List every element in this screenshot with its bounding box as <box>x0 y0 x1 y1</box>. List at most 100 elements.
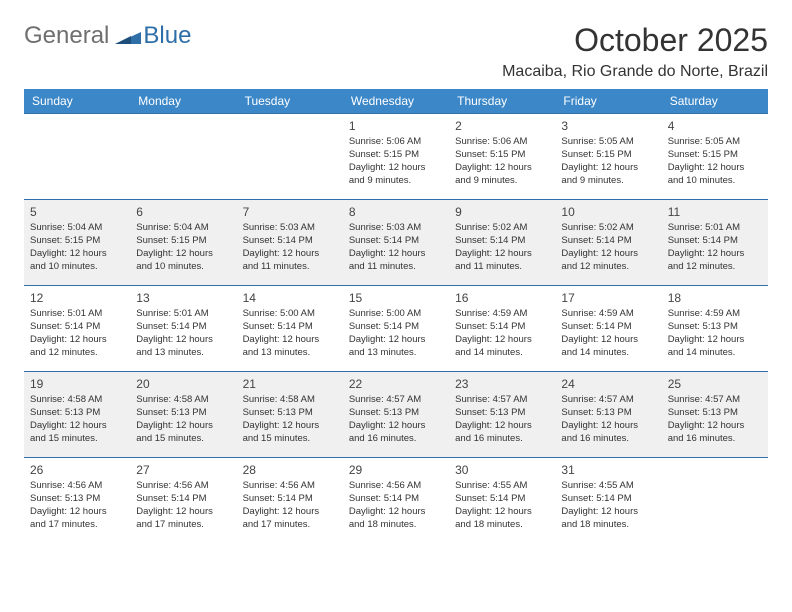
calendar-day-cell: 13Sunrise: 5:01 AMSunset: 5:14 PMDayligh… <box>130 286 236 372</box>
day-day: Daylight: 12 hours and 10 minutes. <box>136 248 230 274</box>
day-sunset: Sunset: 5:14 PM <box>243 235 337 248</box>
title-block: October 2025 Macaiba, Rio Grande do Nort… <box>502 22 768 87</box>
calendar-day-cell: 5Sunrise: 5:04 AMSunset: 5:15 PMDaylight… <box>24 200 130 286</box>
logo-mark-icon <box>115 26 141 46</box>
day-sunset: Sunset: 5:14 PM <box>349 321 443 334</box>
day-number: 25 <box>668 376 762 392</box>
day-number: 1 <box>349 118 443 134</box>
day-number: 12 <box>30 290 124 306</box>
location-subtitle: Macaiba, Rio Grande do Norte, Brazil <box>502 63 768 81</box>
calendar-day-cell: 25 Sunrise: 4:57 AMSunset: 5:13 PMDayligh… <box>662 372 768 458</box>
day-sunrise: Sunrise: 4:59 AM <box>455 308 549 321</box>
weekday-header: Tuesday <box>237 89 343 114</box>
calendar-day-cell: 29Sunrise: 4:56 AMSunset: 5:14 PMDayligh… <box>343 458 449 544</box>
day-sunset: Sunset: 5:15 PM <box>136 235 230 248</box>
day-sunrise: Sunrise: 4:57 AM <box>349 394 443 407</box>
day-sunrise: Sunrise: 4:55 AM <box>561 480 655 493</box>
day-sunset: Sunset: 5:14 PM <box>243 493 337 506</box>
calendar-day-cell: 22Sunrise: 4:57 AMSunset: 5:13 PMDayligh… <box>343 372 449 458</box>
day-number: 30 <box>455 462 549 478</box>
day-number: 16 <box>455 290 549 306</box>
day-day: Daylight: 12 hours and 13 minutes. <box>349 334 443 360</box>
calendar-day-cell: 21Sunrise: 4:58 AMSunset: 5:13 PMDayligh… <box>237 372 343 458</box>
weekday-header: Thursday <box>449 89 555 114</box>
calendar-day-cell: 8Sunrise: 5:03 AMSunset: 5:14 PMDaylight… <box>343 200 449 286</box>
day-sunset: Sunset: 5:13 PM <box>455 407 549 420</box>
day-day: Daylight: 12 hours and 11 minutes. <box>349 248 443 274</box>
day-sunrise: Sunrise: 5:06 AM <box>349 136 443 149</box>
day-sunrise: Sunrise: 5:05 AM <box>561 136 655 149</box>
calendar-day-cell: 12 Sunrise: 5:01 AMSunset: 5:14 PMDayligh… <box>24 286 130 372</box>
calendar-day-cell: 3Sunrise: 5:05 AMSunset: 5:15 PMDaylight… <box>555 114 661 200</box>
day-day: Daylight: 12 hours and 14 minutes. <box>561 334 655 360</box>
day-day: Daylight: 12 hours and 12 minutes. <box>561 248 655 274</box>
day-day: Daylight: 12 hours and 16 minutes. <box>561 420 655 446</box>
day-day: Daylight: 12 hours and 13 minutes. <box>243 334 337 360</box>
calendar-day-cell: 16Sunrise: 4:59 AMSunset: 5:14 PMDayligh… <box>449 286 555 372</box>
calendar-week-row: 26Sunrise: 4:56 AMSunset: 5:13 PMDayligh… <box>24 458 768 544</box>
day-sunrise: Sunrise: 4:56 AM <box>136 480 230 493</box>
day-day: Daylight: 12 hours and 11 minutes. <box>243 248 337 274</box>
calendar-day-cell: 17Sunrise: 4:59 AMSunset: 5:14 PMDayligh… <box>555 286 661 372</box>
day-number: 5 <box>30 204 124 220</box>
day-sunrise: Sunrise: 4:57 AM <box>455 394 549 407</box>
day-day: Daylight: 12 hours and 9 minutes. <box>561 162 655 188</box>
calendar-day-cell: 27Sunrise: 4:56 AMSunset: 5:14 PMDayligh… <box>130 458 236 544</box>
day-sunset: Sunset: 5:13 PM <box>668 407 762 420</box>
weekday-header: Saturday <box>662 89 768 114</box>
weekday-header: Friday <box>555 89 661 114</box>
day-day: Daylight: 12 hours and 13 minutes. <box>136 334 230 360</box>
day-number: 7 <box>243 204 337 220</box>
calendar-day-cell: 15Sunrise: 5:00 AMSunset: 5:14 PMDayligh… <box>343 286 449 372</box>
day-number: 27 <box>136 462 230 478</box>
day-number: 9 <box>455 204 549 220</box>
day-day: Daylight: 12 hours and 17 minutes. <box>30 506 124 532</box>
day-sunset: Sunset: 5:14 PM <box>561 493 655 506</box>
day-number: 11 <box>668 204 762 220</box>
calendar-day-cell: 1Sunrise: 5:06 AMSunset: 5:15 PMDaylight… <box>343 114 449 200</box>
calendar-day-cell: 4Sunrise: 5:05 AMSunset: 5:15 PMDaylight… <box>662 114 768 200</box>
calendar-week-row: 19Sunrise: 4:58 AMSunset: 5:13 PMDayligh… <box>24 372 768 458</box>
day-sunset: Sunset: 5:15 PM <box>30 235 124 248</box>
day-day: Daylight: 12 hours and 11 minutes. <box>455 248 549 274</box>
day-sunrise: Sunrise: 5:01 AM <box>136 308 230 321</box>
day-sunset: Sunset: 5:15 PM <box>668 149 762 162</box>
month-title: October 2025 <box>502 22 768 59</box>
calendar-day-cell: 28Sunrise: 4:56 AMSunset: 5:14 PMDayligh… <box>237 458 343 544</box>
day-day: Daylight: 12 hours and 15 minutes. <box>136 420 230 446</box>
calendar-day-cell: 11Sunrise: 5:01 AMSunset: 5:14 PMDayligh… <box>662 200 768 286</box>
calendar-day-cell: 7 Sunrise: 5:03 AMSunset: 5:14 PMDaylight… <box>237 200 343 286</box>
day-number: 20 <box>136 376 230 392</box>
day-day: Daylight: 12 hours and 14 minutes. <box>668 334 762 360</box>
day-sunset: Sunset: 5:14 PM <box>455 235 549 248</box>
day-day: Daylight: 12 hours and 10 minutes. <box>30 248 124 274</box>
day-day: Daylight: 12 hours and 16 minutes. <box>668 420 762 446</box>
day-sunset: Sunset: 5:14 PM <box>455 493 549 506</box>
day-sunset: Sunset: 5:14 PM <box>561 235 655 248</box>
day-sunrise: Sunrise: 4:57 AM <box>668 394 762 407</box>
topbar: General Blue October 2025 Macaiba, Rio G… <box>24 22 768 87</box>
day-sunrise: Sunrise: 4:56 AM <box>349 480 443 493</box>
day-sunset: Sunset: 5:13 PM <box>561 407 655 420</box>
day-sunset: Sunset: 5:15 PM <box>561 149 655 162</box>
day-sunrise: Sunrise: 5:03 AM <box>243 222 337 235</box>
calendar-week-row: 5Sunrise: 5:04 AMSunset: 5:15 PMDaylight… <box>24 200 768 286</box>
calendar-week-row: 1Sunrise: 5:06 AMSunset: 5:15 PMDaylight… <box>24 114 768 200</box>
calendar-day-cell <box>662 458 768 544</box>
day-day: Daylight: 12 hours and 9 minutes. <box>455 162 549 188</box>
day-day: Daylight: 12 hours and 9 minutes. <box>349 162 443 188</box>
day-sunset: Sunset: 5:14 PM <box>30 321 124 334</box>
day-number: 28 <box>243 462 337 478</box>
day-day: Daylight: 12 hours and 10 minutes. <box>668 162 762 188</box>
day-number: 14 <box>243 290 337 306</box>
day-sunrise: Sunrise: 5:04 AM <box>136 222 230 235</box>
weekday-header: Sunday <box>24 89 130 114</box>
day-day: Daylight: 12 hours and 12 minutes. <box>30 334 124 360</box>
day-sunrise: Sunrise: 4:58 AM <box>30 394 124 407</box>
day-number: 6 <box>136 204 230 220</box>
day-sunrise: Sunrise: 5:01 AM <box>30 308 124 321</box>
day-sunrise: Sunrise: 5:02 AM <box>455 222 549 235</box>
day-sunrise: Sunrise: 4:59 AM <box>668 308 762 321</box>
calendar-day-cell: 23Sunrise: 4:57 AMSunset: 5:13 PMDayligh… <box>449 372 555 458</box>
day-sunset: Sunset: 5:13 PM <box>349 407 443 420</box>
